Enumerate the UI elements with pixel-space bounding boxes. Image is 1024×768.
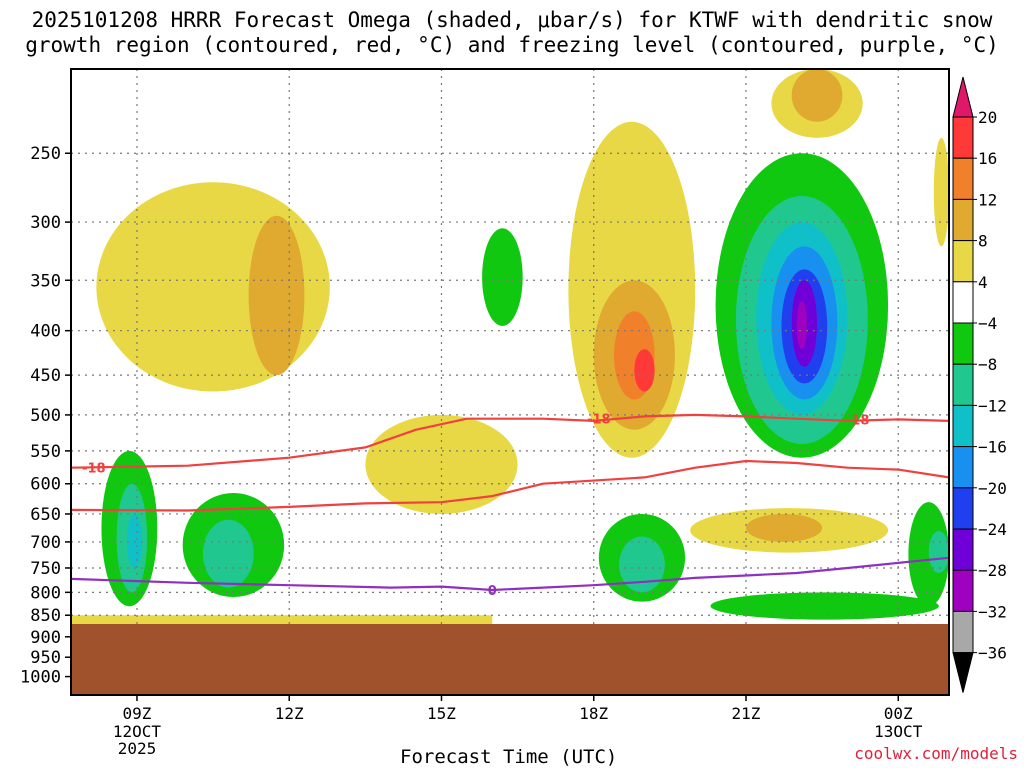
colorbar-segment-12 bbox=[952, 610, 974, 654]
omega-cell-26 bbox=[791, 69, 843, 122]
colorbar-segment-2 bbox=[952, 198, 974, 242]
y-tick-label-15: 1000 bbox=[20, 668, 61, 688]
contour-line-1 bbox=[71, 459, 949, 512]
contour-label-1: -18 bbox=[587, 413, 611, 428]
colorbar-label-5: −4 bbox=[978, 314, 997, 333]
colorbar-label-11: −28 bbox=[978, 561, 1007, 580]
omega-cell-8 bbox=[482, 228, 523, 326]
chart-title: 2025101208 HRRR Forecast Omega (shaded, … bbox=[0, 8, 1024, 58]
colorbar-top-arrow bbox=[952, 76, 974, 118]
x-tick-date-0: 12OCT bbox=[113, 722, 162, 741]
colorbar-label-0: 20 bbox=[978, 108, 997, 127]
x-tick-label-3: 18Z bbox=[579, 704, 608, 723]
colorbar-label-6: −8 bbox=[978, 355, 997, 374]
y-tick-label-12: 850 bbox=[30, 606, 61, 626]
y-tick-label-7: 600 bbox=[30, 475, 61, 495]
x-axis-title: Forecast Time (UTC) bbox=[400, 746, 618, 768]
y-tick-label-6: 550 bbox=[30, 442, 61, 462]
colorbar-label-10: −24 bbox=[978, 520, 1007, 539]
contour-label-0: -18 bbox=[82, 462, 106, 477]
x-tick-label-0: 09Z bbox=[123, 704, 152, 723]
x-tick-label-2: 15Z bbox=[427, 704, 456, 723]
colorbar-label-9: −20 bbox=[978, 479, 1007, 498]
omega-shading bbox=[71, 69, 949, 625]
contour-line-2 bbox=[71, 556, 949, 592]
y-tick-label-13: 900 bbox=[30, 628, 61, 648]
y-tick-label-3: 400 bbox=[30, 322, 61, 342]
x-tick-year-0: 2025 bbox=[118, 739, 157, 758]
terrain-fill bbox=[71, 624, 949, 695]
omega-cell-4 bbox=[202, 519, 254, 588]
colorbar-segment-8 bbox=[952, 446, 974, 489]
y-tick-label-9: 700 bbox=[30, 533, 61, 553]
y-tick-label-10: 750 bbox=[30, 559, 61, 579]
y-tick-label-14: 950 bbox=[30, 648, 61, 668]
omega-cell-27 bbox=[933, 137, 949, 247]
watermark: coolwx.com/models bbox=[854, 744, 1018, 763]
y-tick-label-11: 800 bbox=[30, 583, 61, 603]
x-tick-label-4: 21Z bbox=[732, 704, 761, 723]
colorbar-segment-11 bbox=[952, 569, 974, 612]
colorbar-segment-9 bbox=[952, 487, 974, 530]
colorbar-segment-10 bbox=[952, 528, 974, 571]
colorbar-bottom-arrow bbox=[952, 652, 974, 693]
plot-frame bbox=[70, 68, 950, 696]
contour-label-2: -18 bbox=[846, 413, 870, 428]
omega-cell-7 bbox=[365, 414, 518, 514]
axis-layer: 2503003504004505005506006507007508008509… bbox=[20, 144, 923, 758]
colorbar-label-8: −16 bbox=[978, 438, 1007, 457]
terrain-layer bbox=[71, 624, 949, 695]
colorbar: 20 16 12 8 4 −4 −8 −12 −16 −20 −24 −28 −32 −36 bbox=[952, 76, 1007, 693]
colorbar-label-1: 16 bbox=[978, 149, 997, 168]
colorbar-segment-4 bbox=[952, 281, 974, 324]
x-tick-label-5: 00Z bbox=[884, 704, 913, 723]
colorbar-label-13: −36 bbox=[978, 644, 1007, 663]
x-tick-date-5: 13OCT bbox=[874, 722, 923, 741]
colorbar-label-2: 12 bbox=[978, 190, 997, 209]
y-tick-label-0: 250 bbox=[30, 144, 61, 164]
y-tick-label-4: 450 bbox=[30, 366, 61, 386]
omega-cell-17 bbox=[710, 592, 939, 620]
y-tick-label-2: 350 bbox=[30, 271, 61, 291]
colorbar-label-3: 8 bbox=[978, 232, 988, 251]
omega-cell-2 bbox=[126, 513, 143, 568]
y-tick-label-5: 500 bbox=[30, 406, 61, 426]
omega-cell-28 bbox=[908, 502, 949, 607]
omega-cell-29 bbox=[928, 530, 949, 573]
x-tick-label-1: 12Z bbox=[275, 704, 304, 723]
omega-cell-6 bbox=[248, 215, 305, 376]
colorbar-segment-3 bbox=[952, 240, 974, 283]
omega-cell-30 bbox=[71, 615, 493, 625]
colorbar-segment-6 bbox=[952, 363, 974, 406]
colorbar-segment-7 bbox=[952, 404, 974, 448]
colorbar-segment-0 bbox=[952, 116, 974, 159]
omega-cell-24 bbox=[796, 301, 807, 350]
omega-cell-16 bbox=[745, 513, 823, 542]
colorbar-label-7: −12 bbox=[978, 396, 1007, 415]
y-tick-label-1: 300 bbox=[30, 213, 61, 233]
contour-layer: -18 -18 -18 0 bbox=[71, 413, 949, 599]
y-tick-label-8: 650 bbox=[30, 505, 61, 525]
grid-layer bbox=[71, 69, 949, 625]
colorbar-segment-5 bbox=[952, 322, 974, 365]
omega-cell-12 bbox=[634, 349, 655, 392]
title-line-2: growth region (contoured, red, °C) and f… bbox=[25, 33, 999, 57]
title-line-1: 2025101208 HRRR Forecast Omega (shaded, … bbox=[31, 8, 993, 32]
omega-cell-14 bbox=[619, 536, 665, 593]
colorbar-segment-1 bbox=[952, 157, 974, 200]
colorbar-label-12: −32 bbox=[978, 602, 1007, 621]
contour-line-0 bbox=[71, 413, 949, 469]
colorbar-label-4: 4 bbox=[978, 273, 988, 292]
contour-label-3: 0 bbox=[488, 584, 497, 599]
